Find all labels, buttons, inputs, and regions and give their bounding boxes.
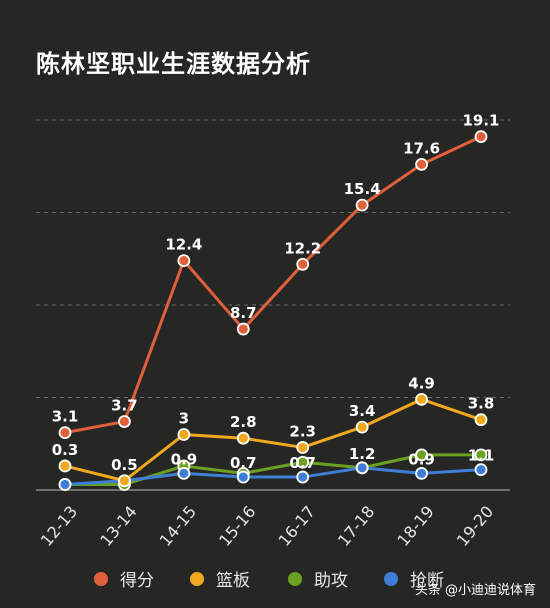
data-point xyxy=(355,420,369,434)
data-label-score: 15.4 xyxy=(344,180,381,198)
data-label-steal: 0.9 xyxy=(408,450,435,468)
data-label-steal: 0.7 xyxy=(289,454,316,472)
series-line-1 xyxy=(64,397,482,483)
x-tick-label: 19-20 xyxy=(453,502,497,550)
x-tick-label: 17-18 xyxy=(334,502,378,550)
data-point xyxy=(236,322,250,336)
data-point xyxy=(474,463,488,477)
x-tick-label: 12-13 xyxy=(37,502,81,550)
legend: 得分 篮板 助攻 抢断 xyxy=(0,566,550,591)
series-line-0 xyxy=(64,135,482,435)
data-point xyxy=(355,461,369,475)
data-point xyxy=(58,478,72,491)
x-tick-label: 16-17 xyxy=(275,502,319,550)
x-tick-label: 13-14 xyxy=(96,502,140,550)
data-label-score: 12.2 xyxy=(284,239,321,257)
data-label-steal: 0.9 xyxy=(171,450,198,468)
legend-marker xyxy=(94,571,108,586)
x-tick-label: 15-16 xyxy=(215,502,259,550)
data-point xyxy=(296,455,310,469)
data-label-steal: 0.7 xyxy=(230,454,257,472)
chart-title: 陈林坚职业生涯数据分析 xyxy=(36,50,311,78)
data-label-rebound: 0.5 xyxy=(111,456,138,474)
data-point xyxy=(474,130,488,144)
data-point xyxy=(415,392,428,406)
data-label-rebound: 4.9 xyxy=(408,374,435,392)
legend-marker xyxy=(288,571,302,586)
data-point xyxy=(296,441,310,454)
data-point xyxy=(236,470,250,484)
legend-marker xyxy=(384,571,398,586)
data-label-rebound: 0.3 xyxy=(52,441,79,459)
data-label-rebound: 2.3 xyxy=(289,422,316,440)
data-point xyxy=(177,466,191,480)
data-point xyxy=(474,448,488,462)
data-point xyxy=(415,466,428,480)
data-point xyxy=(58,426,72,440)
legend-label: 抢断 xyxy=(410,571,444,591)
legend-label: 得分 xyxy=(120,571,154,591)
legend-item: 助攻 xyxy=(288,566,348,591)
data-label-score: 19.1 xyxy=(462,112,499,130)
data-label-rebound: 3 xyxy=(179,410,189,428)
data-point xyxy=(415,448,428,462)
data-label-score: 8.7 xyxy=(230,304,257,322)
data-label-score: 12.4 xyxy=(165,236,202,254)
data-label-rebound: 3.4 xyxy=(349,402,376,420)
legend-item: 抢断 xyxy=(384,566,444,591)
data-point xyxy=(474,413,488,427)
data-label-rebound: 2.8 xyxy=(230,413,257,431)
x-tick-label: 18-19 xyxy=(393,502,437,550)
data-label-rebound: 3.8 xyxy=(468,395,495,413)
legend-item: 得分 xyxy=(94,566,154,591)
data-label-score: 3.1 xyxy=(52,408,79,426)
data-label-score: 3.7 xyxy=(111,397,138,415)
data-label-score: 17.6 xyxy=(403,139,440,157)
x-tick-label: 14-15 xyxy=(156,502,200,550)
data-point xyxy=(355,198,369,212)
data-label-steal: 1.2 xyxy=(349,445,376,463)
legend-marker xyxy=(190,571,204,586)
legend-label: 助攻 xyxy=(314,571,348,591)
data-point xyxy=(236,431,250,445)
series-line-2 xyxy=(65,453,481,486)
watermark: 头条 @小迪迪说体育 xyxy=(414,583,536,598)
data-point xyxy=(118,415,131,428)
legend-item: 篮板 xyxy=(190,566,250,591)
data-point xyxy=(58,459,72,473)
data-point xyxy=(177,428,191,441)
data-point xyxy=(415,157,428,171)
data-point xyxy=(177,254,191,268)
data-label-steal: 1.1 xyxy=(468,447,495,465)
data-point xyxy=(296,470,310,484)
data-point xyxy=(296,257,310,271)
legend-label: 篮板 xyxy=(216,571,250,591)
data-point xyxy=(118,474,131,488)
series-line-3 xyxy=(64,466,482,486)
